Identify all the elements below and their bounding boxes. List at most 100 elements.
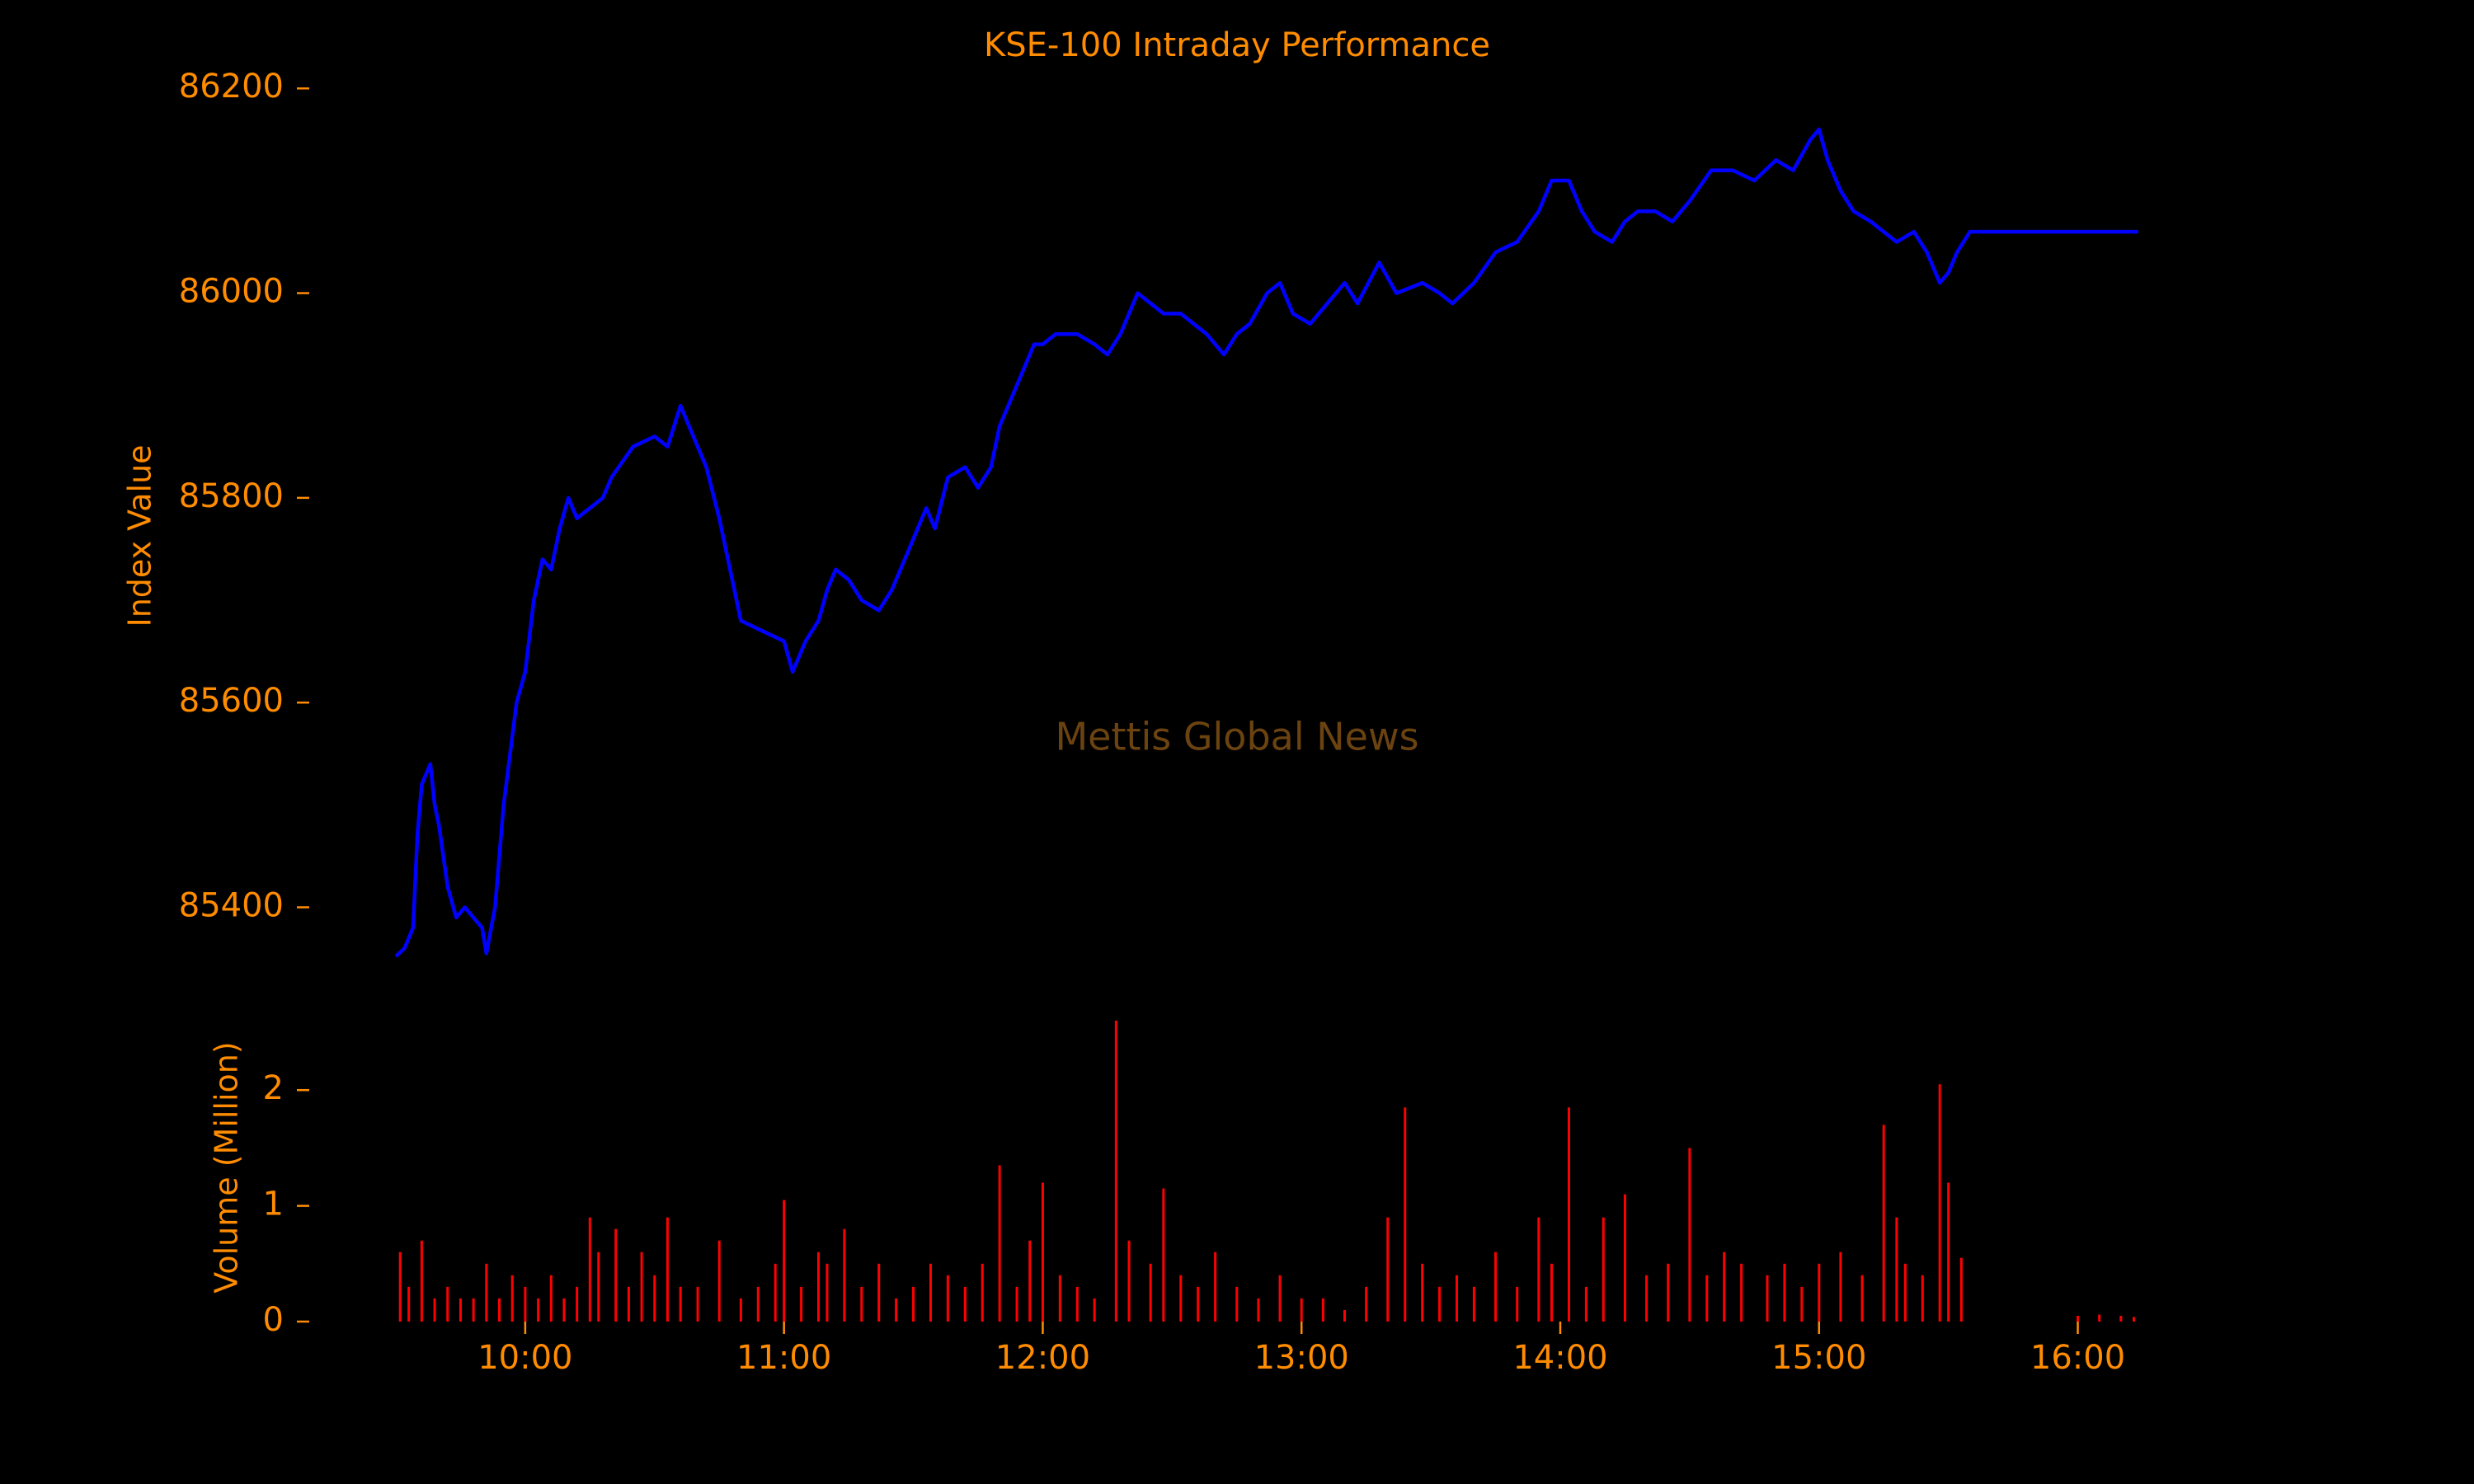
volume-bar (1516, 1286, 1519, 1322)
volume-bar (1567, 1107, 1570, 1322)
volume-bar (627, 1286, 630, 1322)
volume-bar (1075, 1286, 1079, 1322)
volume-bar (1162, 1188, 1165, 1322)
volume-bar (1602, 1217, 1605, 1322)
volume-bar (576, 1286, 579, 1322)
volume-bar (1860, 1275, 1864, 1322)
volume-bar (1895, 1217, 1898, 1322)
volume-bar (1438, 1286, 1442, 1322)
volume-bar (817, 1252, 821, 1322)
volume-bar (510, 1275, 514, 1322)
volume-bar (420, 1240, 423, 1322)
volume-bar (1623, 1194, 1626, 1322)
volume-bar (783, 1200, 786, 1322)
volume-bar (717, 1240, 721, 1322)
volume-bar (1723, 1252, 1726, 1322)
volume-bar (1818, 1263, 1821, 1322)
volume-bar (1688, 1148, 1691, 1322)
volume-bar (2098, 1314, 2101, 1322)
y-axis-label: Index Value (122, 444, 158, 627)
x-tick-label: 12:00 (995, 1339, 1090, 1377)
volume-bar (1093, 1298, 1096, 1322)
volume-bar (1645, 1275, 1649, 1322)
volume-bar (1740, 1263, 1743, 1322)
volume-bar (1494, 1252, 1498, 1322)
volume-bar (407, 1286, 411, 1322)
volume-bar (1015, 1286, 1018, 1322)
volume-bar (1584, 1286, 1587, 1322)
volume-bar (1114, 1021, 1117, 1322)
index-line (394, 127, 2138, 958)
volume-bar (666, 1217, 669, 1322)
volume-bar (597, 1252, 600, 1322)
volume-bar (1882, 1125, 1885, 1322)
volume-bar (1404, 1107, 1407, 1322)
y-axis-label: Volume (Million) (209, 1041, 245, 1293)
volume-bar (739, 1298, 742, 1322)
volume-bar (946, 1275, 949, 1322)
y-tick-label: 85800 (179, 477, 284, 515)
y-tick-label: 86200 (179, 68, 284, 106)
watermark: Mettis Global News (1055, 715, 1418, 759)
volume-bar (800, 1286, 803, 1322)
volume-bar (1365, 1286, 1368, 1322)
volume-bar (2077, 1315, 2080, 1322)
volume-bar (1235, 1286, 1239, 1322)
volume-bar (2119, 1315, 2123, 1322)
volume-bar (1959, 1257, 1963, 1322)
x-tick-label: 10:00 (477, 1339, 572, 1377)
volume-bar (1041, 1182, 1044, 1322)
volume-bar (860, 1286, 863, 1322)
volume-bar (2133, 1317, 2136, 1322)
volume-bar (1472, 1286, 1475, 1322)
volume-bar (1766, 1275, 1769, 1322)
x-tick-label: 14:00 (1512, 1339, 1607, 1377)
volume-bar (1343, 1309, 1347, 1322)
y-tick-label: 85600 (179, 682, 284, 720)
x-tick-label: 15:00 (1771, 1339, 1866, 1377)
volume-bar (1550, 1263, 1554, 1322)
volume-bar (1839, 1252, 1842, 1322)
volume-bar (696, 1286, 699, 1322)
volume-bar (1667, 1263, 1670, 1322)
volume-bar (774, 1263, 777, 1322)
volume-bar (537, 1298, 540, 1322)
volume-bar (1938, 1084, 1941, 1322)
volume-bar (1537, 1217, 1540, 1322)
y-tick-label: 86000 (179, 273, 284, 311)
volume-bar (1058, 1275, 1061, 1322)
volume-bar (877, 1263, 881, 1322)
volume-bar (498, 1298, 501, 1322)
volume-bar (998, 1165, 1001, 1322)
y-tick-label: 0 (263, 1301, 284, 1339)
y-tick-label: 2 (263, 1069, 284, 1107)
volume-bar (1278, 1275, 1282, 1322)
volume-bar (1386, 1217, 1390, 1322)
volume-bar (1149, 1263, 1152, 1322)
chart-title: KSE-100 Intraday Performance (984, 26, 1490, 64)
volume-bar (485, 1263, 488, 1322)
volume-bar (912, 1286, 915, 1322)
y-tick-label: 1 (263, 1186, 284, 1223)
volume-bar (1705, 1275, 1709, 1322)
volume-bar (1421, 1263, 1424, 1322)
volume-bar (981, 1263, 984, 1322)
x-tick-label: 13:00 (1254, 1339, 1349, 1377)
volume-bar (1300, 1298, 1303, 1322)
volume-bar (398, 1252, 402, 1322)
volume-bar (433, 1298, 436, 1322)
volume-bar (588, 1217, 591, 1322)
volume-bar (756, 1286, 760, 1322)
volume-bar (1321, 1298, 1324, 1322)
volume-bar (1214, 1252, 1217, 1322)
volume-bar (653, 1275, 656, 1322)
volume-bar (1903, 1263, 1907, 1322)
volume-bar (1197, 1286, 1200, 1322)
volume-bar (562, 1298, 566, 1322)
x-tick-label: 16:00 (2030, 1339, 2125, 1377)
volume-bar (1455, 1275, 1458, 1322)
volume-bar (679, 1286, 682, 1322)
volume-bar (640, 1252, 643, 1322)
volume-bar (1800, 1286, 1804, 1322)
